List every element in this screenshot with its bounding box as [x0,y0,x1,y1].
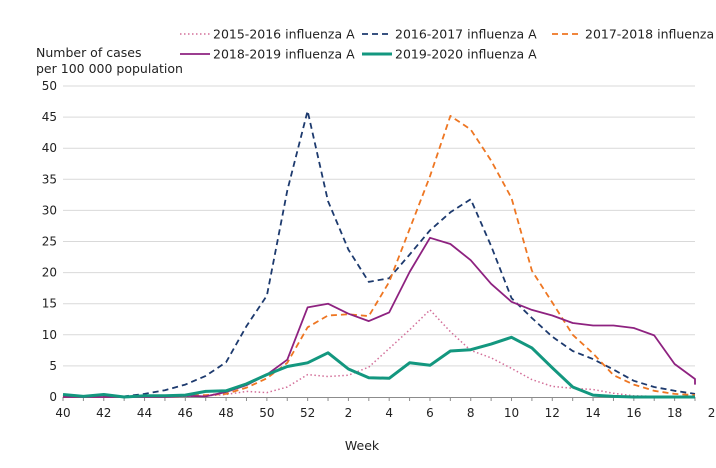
series-line-2017-2018-influenza-b [63,115,696,398]
x-axis-title: Week [345,438,380,453]
legend: 2015-2016 influenza A 2016-2017 influenza… [180,27,716,62]
x-tick-label: 50 [259,406,274,420]
legend-label: 2018-2019 influenza A [213,47,355,62]
series-line-2019-2020-influenza-a [62,335,695,399]
series-line-2016-2017-influenza-a [62,110,696,398]
x-tick-label: 40 [55,406,70,420]
x-axis: 404244464850522468101214161820 [55,397,716,420]
x-tick-label: 20 [708,406,716,420]
x-tick-label: 4 [385,406,393,420]
y-tick-label: 0 [49,390,57,404]
x-tick-label: 46 [178,406,193,420]
x-tick-label: 52 [300,406,315,420]
x-tick-label: 12 [545,406,560,420]
x-tick-label: 42 [96,406,111,420]
y-tick-label: 20 [42,266,57,280]
gridlines [63,85,695,367]
legend-item: 2019-2020 influenza A [362,47,537,62]
legend-label: 2017-2018 influenza B [585,27,716,42]
legend-label: 2019-2020 influenza A [395,47,537,62]
y-tick-label: 50 [42,79,57,93]
y-tick-label: 25 [42,235,57,249]
x-tick-label: 16 [626,406,641,420]
series-line-2015-2016-influenza-a [62,309,695,398]
y-axis-ticks: 0 5 10 15 20 25 30 35 40 45 50 [42,79,57,404]
y-tick-label: 5 [49,359,57,373]
x-tick-label: 18 [667,406,682,420]
legend-label: 2016-2017 influenza A [395,27,537,42]
series-line-2018-2019-influenza-a [63,236,696,398]
legend-item: 2018-2019 influenza A [180,47,355,62]
y-tick-label: 35 [42,172,57,186]
x-tick-label: 48 [218,406,233,420]
legend-label: 2015-2016 influenza A [213,27,355,42]
legend-item: 2016-2017 influenza A [362,27,537,42]
x-tick-label: 10 [504,406,519,420]
y-tick-label: 30 [42,203,57,217]
legend-item: 2015-2016 influenza A [180,27,355,42]
x-tick-label: 14 [585,406,600,420]
y-axis-title-line-1: Number of cases [36,45,141,60]
y-axis-title: Number of cases per 100 000 population [36,45,183,76]
series-lines [62,110,696,399]
x-tick-label: 8 [467,406,475,420]
y-tick-label: 10 [42,328,57,342]
x-tick-label: 6 [426,406,434,420]
y-tick-label: 40 [42,141,57,155]
legend-item: 2017-2018 influenza B [552,27,716,42]
y-tick-label: 15 [42,297,57,311]
y-axis-title-line-2: per 100 000 population [36,61,183,76]
x-tick-label: 2 [345,406,353,420]
y-tick-label: 45 [42,110,57,124]
x-tick-label: 44 [137,406,152,420]
